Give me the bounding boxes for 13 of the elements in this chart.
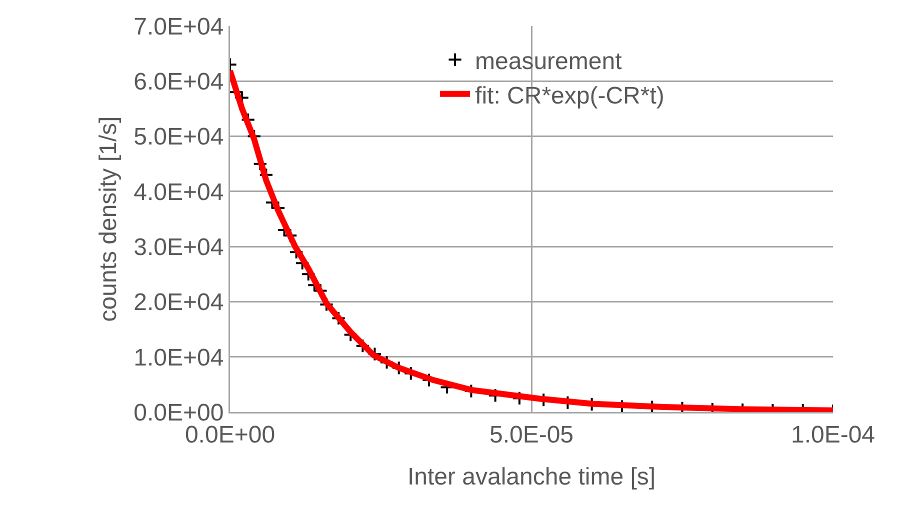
- y-tick-label: 2.0E+04: [134, 289, 224, 316]
- y-tick-label: 6.0E+04: [134, 68, 224, 96]
- y-tick-label: 7.0E+04: [134, 13, 224, 40]
- x-axis-title: Inter avalanche time [s]: [407, 463, 656, 490]
- y-tick-label: 1.0E+04: [134, 344, 224, 372]
- y-tick-label: 5.0E+04: [134, 124, 224, 151]
- y-tick-label: 3.0E+04: [134, 234, 224, 261]
- y-axis-title: counts density [1/s]: [94, 116, 122, 322]
- y-tick-label: 4.0E+04: [134, 178, 224, 206]
- x-tick-label: 1.0E-04: [790, 421, 876, 448]
- legend-label: measurement: [475, 48, 622, 76]
- x-tick-label: 5.0E-05: [489, 421, 574, 448]
- legend-label: fit: CR*exp(-CR*t): [475, 82, 664, 110]
